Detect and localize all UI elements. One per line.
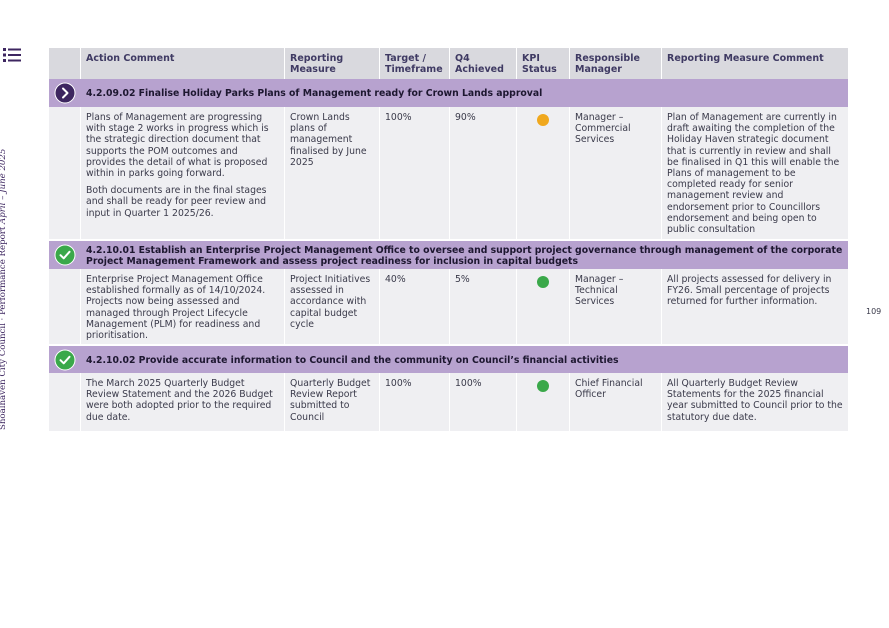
report-name: Performance Report (0, 226, 8, 315)
achieved-value: 100% (450, 373, 517, 431)
target-value: 40% (380, 269, 450, 344)
header-measure-comment: Reporting Measure Comment (667, 53, 824, 64)
comment-paragraph: Enterprise Project Management Office est… (86, 274, 266, 342)
section-title: 4.2.09.02 Finalise Holiday Parks Plans o… (86, 88, 543, 99)
achieved-value: 90% (450, 107, 517, 239)
comment-paragraph: The March 2025 Quarterly Budget Review S… (86, 378, 273, 423)
section-header: 4.2.09.02 Finalise Holiday Parks Plans o… (49, 79, 848, 107)
report-period: April – June 2025 (0, 148, 8, 224)
org-name: Shoalhaven City Council (0, 323, 8, 430)
measure-comment: All Quarterly Budget Review Statements f… (667, 378, 843, 423)
header-q4-achieved: Q4 Achieved (450, 48, 517, 79)
side-report-title: Shoalhaven City Council · Performance Re… (0, 149, 8, 430)
table-row: Plans of Management are progressing with… (49, 107, 848, 239)
action-comment: Enterprise Project Management Office est… (81, 269, 285, 344)
comment-paragraph: Both documents are in the final stages a… (86, 185, 267, 219)
section-header: 4.2.10.02 Provide accurate information t… (49, 346, 848, 373)
responsible-manager: Manager – Commercial Services (570, 107, 662, 239)
kpi-status (517, 269, 570, 344)
performance-table: Action Comment Reporting Measure Target … (49, 48, 848, 431)
section-title: 4.2.10.02 Provide accurate information t… (86, 354, 619, 366)
check-circle-icon (49, 244, 81, 266)
reporting-measure: Crown Lands plans of management finalise… (285, 107, 380, 239)
table-row: Enterprise Project Management Office est… (49, 269, 848, 344)
header-reporting-measure: Reporting Measure (285, 48, 380, 79)
target-value: 100% (380, 373, 450, 431)
table-header: Action Comment Reporting Measure Target … (49, 48, 848, 79)
header-action-comment: Action Comment (81, 48, 285, 79)
target-value: 100% (380, 107, 450, 239)
kpi-amber-dot-icon (537, 114, 549, 126)
action-comment: Plans of Management are progressing with… (81, 107, 285, 239)
title-separator: · (0, 315, 8, 321)
section-title: 4.2.10.01 Establish an Enterprise Projec… (86, 244, 843, 267)
kpi-status (517, 373, 570, 431)
reporting-measure: Quarterly Budget Review Report submitted… (285, 373, 380, 431)
measure-comment: All projects assessed for delivery in FY… (667, 274, 832, 308)
comment-paragraph: Plans of Management are progressing with… (86, 112, 269, 180)
action-comment: The March 2025 Quarterly Budget Review S… (81, 373, 285, 431)
achieved-value: 5% (450, 269, 517, 344)
header-target: Target / Timeframe (380, 48, 450, 79)
page-number: 109 (866, 307, 882, 316)
reporting-measure: Project Initiatives assessed in accordan… (285, 269, 380, 344)
header-kpi-status: KPI Status (517, 48, 570, 79)
header-responsible-manager: Responsible Manager (570, 48, 662, 79)
measure-comment: Plan of Management are currently in draf… (667, 112, 840, 236)
kpi-green-dot-icon (537, 276, 549, 288)
menu-icon[interactable] (3, 47, 21, 63)
responsible-manager: Manager – Technical Services (570, 269, 662, 344)
responsible-manager: Chief Financial Officer (570, 373, 662, 431)
kpi-status (517, 107, 570, 239)
check-circle-icon (49, 349, 81, 371)
chevron-right-icon[interactable] (49, 82, 81, 104)
table-row: The March 2025 Quarterly Budget Review S… (49, 373, 848, 431)
header-icon-col (49, 48, 81, 79)
kpi-green-dot-icon (537, 380, 549, 392)
section-header: 4.2.10.01 Establish an Enterprise Projec… (49, 241, 848, 269)
